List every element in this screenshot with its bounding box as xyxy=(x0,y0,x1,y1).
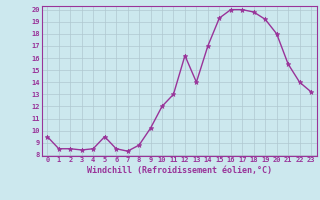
X-axis label: Windchill (Refroidissement éolien,°C): Windchill (Refroidissement éolien,°C) xyxy=(87,166,272,175)
